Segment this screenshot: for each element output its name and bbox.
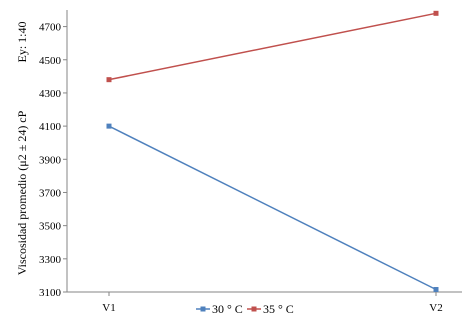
y-tick-label: 4700 [39,22,62,34]
y-tick-label: 4100 [39,121,62,133]
legend-marker-0 [200,306,206,312]
y-tick-label: 3500 [39,221,62,233]
legend: 30 ° C 35 ° C [196,302,294,316]
y-tick-label: 3700 [39,187,62,199]
x-tick-label: V1 [102,302,115,314]
legend-label-0: 30 ° C [212,302,243,316]
y-tick-label: 4300 [39,88,62,100]
y-tick-label: 3900 [39,154,62,166]
series-line-0 [108,125,437,291]
y-axis-label-viscosity: Viscosidad promedio (μ2 ± 24) cP [15,110,29,275]
legend-marker-1 [251,306,257,312]
series-1-point [106,77,112,83]
y-tick-label: 3300 [39,254,62,266]
series-layer [106,10,439,293]
series-line-1 [108,12,437,81]
series-0-point [433,287,439,293]
y-tick-label: 3100 [39,287,62,299]
x-axis-ticks: V1 V2 [102,292,443,314]
x-tick-label: V2 [429,302,442,314]
legend-label-1: 35 ° C [263,302,294,316]
series-1-point [433,10,439,16]
y-axis-label-ratio: Ey: 1:40 [15,22,29,63]
y-tick-label: 4500 [39,55,62,67]
y-axis-ticks: 3100 3300 3500 3700 3900 4100 4300 4500 4700 [39,22,67,299]
series-0-point [106,123,112,129]
